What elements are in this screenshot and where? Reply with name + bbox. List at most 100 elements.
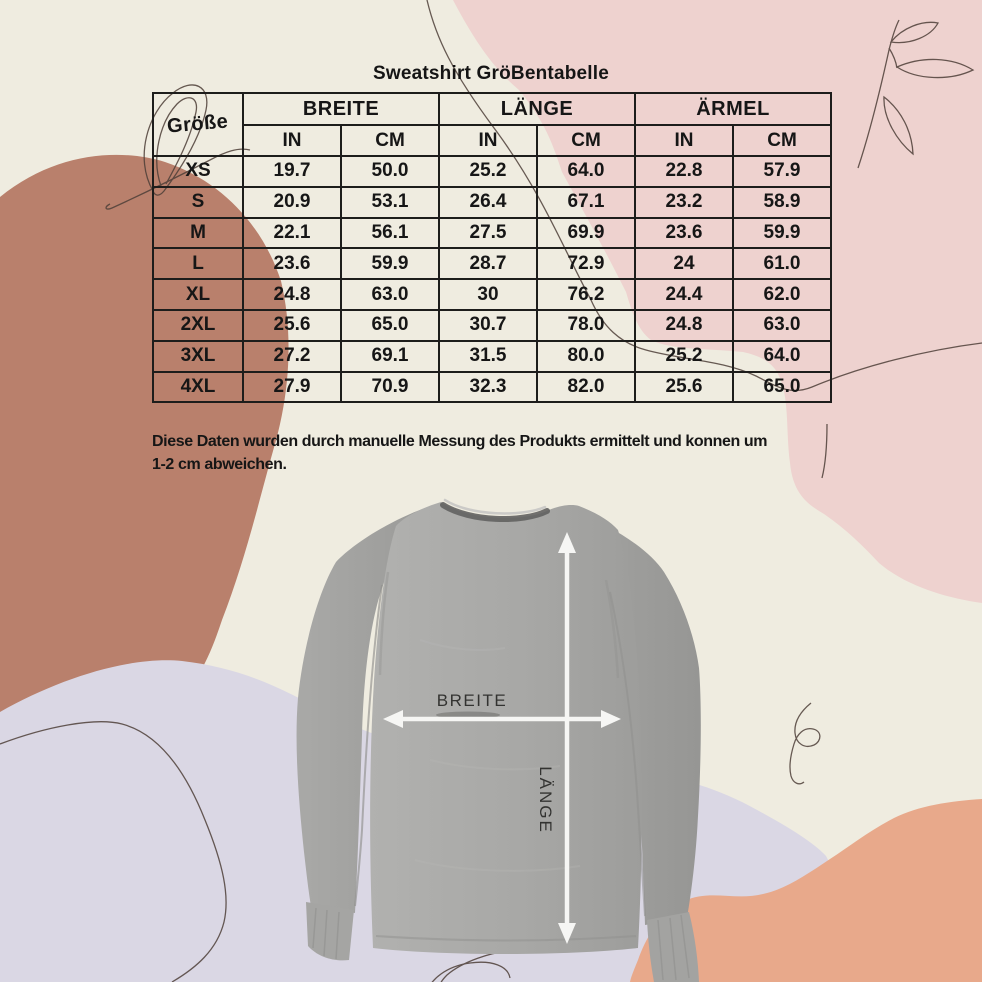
sweatshirt-body [370,502,642,954]
measurement-value: 32.3 [438,370,538,404]
measurement-value: 19.7 [242,155,342,188]
collar-band [440,502,550,523]
measurement-value: 23.6 [634,216,734,250]
measurement-value: 59.9 [340,247,440,281]
table-row: 2XL 25.6 65.0 30.7 78.0 24.8 63.0 [152,308,833,342]
disclaimer-line-1: Diese Daten wurden durch manuelle Messun… [152,433,768,450]
measurement-value: 26.4 [438,185,538,219]
table-row: M 22.1 56.1 27.5 69.9 23.6 59.9 [152,216,833,250]
measurement-value: 22.1 [242,216,342,250]
fabric-highlights [414,639,581,872]
measurement-value: 30 [438,278,538,311]
measurement-value: 25.6 [634,370,734,404]
measurement-value: 63.0 [731,308,833,342]
measurement-value: 61.0 [731,247,833,281]
measurement-value: 20.9 [242,185,342,219]
measurement-value: 70.9 [340,370,440,404]
measurement-value: 78.0 [536,308,636,342]
measurement-value: 30.7 [438,308,538,342]
unit-header-in: IN [634,124,734,157]
measurement-value: 31.5 [438,339,538,373]
fabric-creases [354,571,646,942]
size-label: L [152,247,244,281]
left-cuff [306,902,354,961]
measurement-value: 22.8 [634,155,734,188]
size-table: Größe BREITE LÄNGE ÄRMEL IN CM IN CM IN … [152,92,833,404]
length-arrow-label: LÄNGE [536,766,555,834]
measurement-value: 69.1 [340,339,440,373]
size-label: XL [152,278,244,311]
group-header-laenge: LÄNGE [438,92,636,126]
size-label: S [152,185,244,219]
measurement-value: 65.0 [731,370,833,404]
table-row: 3XL 27.2 69.1 31.5 80.0 25.2 64.0 [152,339,833,373]
measurement-value: 27.5 [438,216,538,250]
measurement-value: 64.0 [731,339,833,373]
sweatshirt-illustration: BREITE LÄNGE [296,498,701,982]
measurement-value: 64.0 [536,155,636,188]
size-label: 4XL [152,370,244,404]
table-body: XS 19.7 50.0 25.2 64.0 22.8 57.9 S 20.9 53.1 26.4 6… [152,155,833,404]
measurement-value: 28.7 [438,247,538,281]
size-label: M [152,216,244,250]
unit-header-in: IN [438,124,538,157]
measurement-value: 72.9 [536,247,636,281]
collar-rim [443,498,547,515]
big-loop-line [0,721,227,982]
size-table-container: Größe BREITE LÄNGE ÄRMEL IN CM IN CM IN … [152,92,833,404]
curl-squiggle-line [789,702,821,785]
size-label: XS [152,155,244,188]
unit-header-cm: CM [731,124,833,157]
disclaimer-line-2: 1-2 cm abweichen. [152,456,287,473]
measurement-value: 58.9 [731,185,833,219]
salmon-blob [630,799,982,982]
measurement-value: 25.6 [242,308,342,342]
chart-title: Sweatshirt GröBentabelle [372,63,610,84]
measurement-value: 24.4 [634,278,734,311]
table-row: XL 24.8 63.0 30 76.2 24.4 62.0 [152,278,833,311]
table-edge-tail-line [821,423,828,479]
size-column-header: Größe [152,92,244,157]
measurement-arrows [383,532,621,944]
unit-header-cm: CM [536,124,636,157]
table-row: XS 19.7 50.0 25.2 64.0 22.8 57.9 [152,155,833,188]
leaf-branch-art [857,19,975,169]
measurement-value: 24 [634,247,734,281]
group-header-breite: BREITE [242,92,440,126]
measurement-value: 24.8 [242,278,342,311]
measurement-value: 24.8 [634,308,734,342]
measurement-value: 25.2 [634,339,734,373]
table-row: L 23.6 59.9 28.7 72.9 24 61.0 [152,247,833,281]
measurement-value: 80.0 [536,339,636,373]
measurement-value: 27.9 [242,370,342,404]
group-header-aermel: ÄRMEL [633,92,833,126]
measurement-value: 69.9 [536,216,636,250]
size-label: 2XL [152,308,244,342]
measurement-value: 82.0 [536,370,636,404]
measurement-value: 65.0 [340,308,440,342]
table-row: S 20.9 53.1 26.4 67.1 23.2 58.9 [152,185,833,219]
measurement-value: 76.2 [536,278,636,311]
measurement-value: 50.0 [340,155,440,188]
measurement-value: 63.0 [340,278,440,311]
length-arrow [558,532,576,944]
measurement-value: 56.1 [340,216,440,250]
measurement-value: 67.1 [536,185,636,219]
measurement-value: 62.0 [731,278,833,311]
measurement-value: 59.9 [731,216,833,250]
width-arrow-label: BREITE [437,691,507,710]
unit-header-cm: CM [340,124,440,157]
measurement-value: 23.6 [242,247,342,281]
left-sleeve [296,508,425,913]
measurement-disclaimer: Diese Daten wurden durch manuelle Messun… [152,430,872,476]
measurement-value: 23.2 [634,185,734,219]
unit-header-in: IN [242,124,342,157]
measurement-value: 57.9 [731,155,833,188]
measurement-value: 25.2 [438,155,538,188]
table-row: 4XL 27.9 70.9 32.3 82.0 25.6 65.0 [152,370,833,404]
measurement-value: 27.2 [242,339,342,373]
size-label: 3XL [152,339,244,373]
width-arrow [383,710,621,728]
measurement-value: 53.1 [340,185,440,219]
